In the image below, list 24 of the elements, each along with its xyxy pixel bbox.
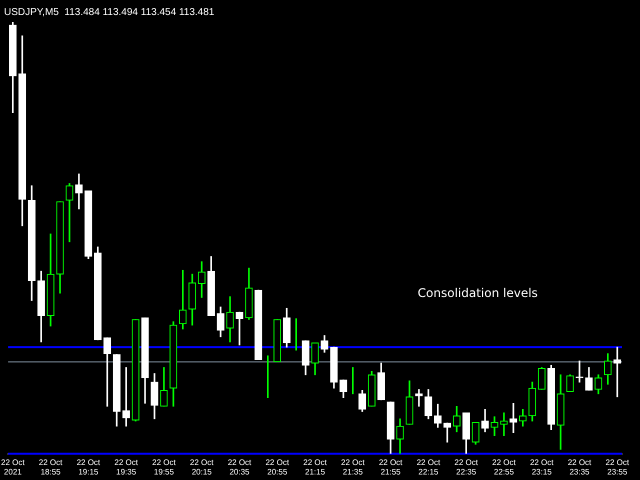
x-tick-label: 22 Oct 21:35 bbox=[341, 458, 366, 476]
candlestick bbox=[66, 183, 74, 242]
x-tick-label: 22 Oct 22:55 bbox=[492, 458, 516, 476]
x-tick-label: 22 Oct 19:15 bbox=[76, 458, 101, 476]
candlestick bbox=[500, 412, 508, 436]
x-tick-label: 22 Oct 20:55 bbox=[265, 458, 290, 476]
chart-title: USDJPY,M5 113.484 113.494 113.454 113.481 bbox=[4, 6, 215, 18]
x-tick-label: 22 Oct 18:55 bbox=[38, 458, 64, 476]
x-tick-label: 22 Oct 19:55 bbox=[152, 458, 176, 476]
x-tick-label: 22 Oct 21:55 bbox=[378, 458, 404, 476]
x-tick-label: 22 Oct 20:35 bbox=[228, 458, 252, 476]
x-tick-label: 22 Oct 23:35 bbox=[568, 458, 592, 476]
x-tick-label: 22 Oct 2021 bbox=[1, 458, 26, 476]
x-tick-label: 22 Oct 19:35 bbox=[114, 458, 139, 476]
candlestick bbox=[75, 174, 83, 210]
x-tick-label: 22 Oct 22:15 bbox=[416, 458, 441, 476]
x-tick-label: 22 Oct 20:15 bbox=[190, 458, 214, 476]
x-tick-label: 22 Oct 23:15 bbox=[530, 458, 554, 476]
candlestick bbox=[236, 312, 244, 346]
x-tick-label: 22 Oct 21:15 bbox=[303, 458, 328, 476]
candlestick bbox=[415, 389, 423, 407]
annotation: Consolidation levels bbox=[418, 286, 538, 300]
x-tick-label: 22 Oct 23:55 bbox=[605, 458, 630, 476]
x-tick-label: 22 Oct 22:35 bbox=[454, 458, 479, 476]
